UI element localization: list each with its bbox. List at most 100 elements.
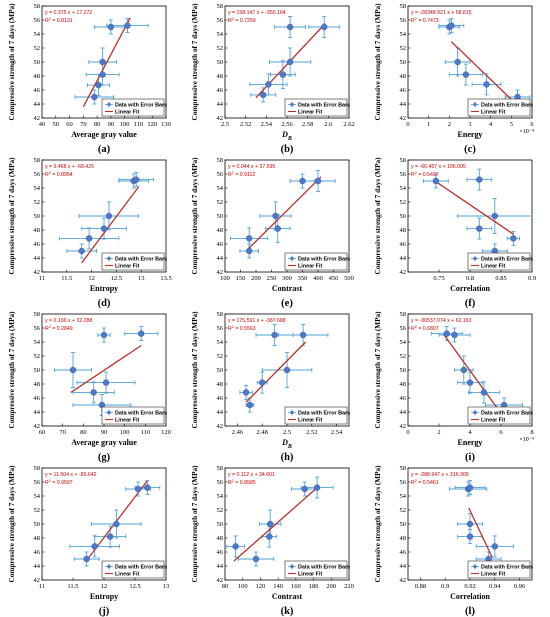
x-tick-label: 12.5 [111,275,122,282]
data-point [266,533,273,540]
x-axis-title: Contrast [272,592,303,601]
x-tick-label: 120 [147,121,157,128]
data-point [476,176,483,183]
x-tick-label: 3 [468,121,471,128]
x-tick-label: 250 [267,275,277,282]
y-tick-label: 56 [217,479,224,486]
y-tick-label: 54 [400,339,407,346]
data-point [90,389,97,396]
data-layer [449,480,514,567]
data-point [466,520,474,528]
data-point [252,555,260,563]
legend-box [284,98,348,117]
legend-point-swatch [107,564,111,569]
x-tick-label: 70 [80,121,87,128]
panel-label: (a) [98,144,111,155]
x-tick-label: 200 [251,275,261,282]
y-axis-title: Compressive strength of 7 days (MPa) [374,465,382,583]
y-tick-label: 44 [400,409,407,416]
y-tick-label: 58 [34,3,41,10]
legend-point-swatch [473,410,477,415]
x-tick-label: 5 [510,121,513,128]
x-tick-label: 300 [282,275,292,282]
x-tick-label: 2.54 [261,121,273,128]
x-tick-label: 12 [88,275,95,282]
data-point [451,331,458,339]
fit-equation: y = 0.112 x + 34.601 [228,472,275,478]
y-tick-label: 44 [34,101,41,108]
data-point [78,247,85,255]
legend-fit-label: Linear Fit [481,571,505,577]
legend-fit-label: Linear Fit [298,109,322,115]
y-axis-title: Compressive strength of 7 days (MPa) [191,465,199,583]
x-tick-label: 140 [273,583,283,590]
legend-box [101,252,165,271]
y-tick-label: 48 [400,381,407,388]
y-tick-label: 56 [34,325,41,332]
y-tick-label: 50 [217,213,224,220]
data-point [274,225,281,232]
data-point [466,379,474,386]
linear-fit-line [233,486,319,562]
data-point [454,58,461,66]
fit-equation: y = 11.504 x + -89.642 [45,472,97,478]
x-tick-label: 220 [344,583,354,590]
data-point [107,23,115,31]
x-axis-title: Average gray value [71,130,137,139]
y-tick-label: 52 [217,353,224,360]
x-tick-label: 2.52 [306,429,317,436]
r-squared: R2 = 0.9597 [45,479,73,486]
fit-equation: y = 175.591 x + -387.688 [228,318,286,324]
y-axis-title: Compressive strength of 7 days (MPa) [374,157,382,275]
y-tick-label: 52 [400,353,407,360]
y-tick-label: 56 [34,171,41,178]
y-tick-label: 48 [217,381,224,388]
x-tick-label: 500 [344,275,354,282]
legend-data-label: Data with Error Bars [481,256,533,262]
data-point [83,555,90,563]
y-tick-label: 50 [34,521,41,528]
panel-label: (d) [98,298,111,309]
r-squared: R2 = 0.5461 [411,479,439,486]
y-axis-title: Compressive strength of 7 days (MPa) [191,311,199,429]
y-tick-label: 52 [217,199,224,206]
fit-equation: y = 0.196 x + 32.288 [45,318,92,324]
legend-data-label: Data with Error Bars [115,256,167,262]
y-tick-label: 44 [400,255,407,262]
x-tick-label: 2.6 [324,121,333,128]
legend-point-swatch [473,564,477,569]
y-tick-label: 56 [217,17,224,24]
y-tick-label: 44 [400,101,407,108]
x-tick-label: 2.56 [281,121,293,128]
data-point [283,366,291,374]
x-tick-label: 13 [163,583,170,590]
y-tick-label: 56 [400,479,407,486]
legend-point-swatch [107,102,111,107]
y-tick-label: 46 [217,241,224,248]
x-tick-label: 0.9 [528,275,536,282]
data-point [99,58,106,66]
x-tick-label: 90 [101,429,108,436]
y-tick-label: 48 [400,227,407,234]
legend-fit-label: Linear Fit [481,263,505,269]
data-point [314,177,322,185]
legend-point-swatch [473,102,477,107]
data-point [242,389,250,396]
legend-box [467,406,531,425]
y-tick-label: 44 [34,409,41,416]
y-tick-label: 42 [217,577,224,584]
y-tick-label: 58 [400,465,407,472]
y-axis-title: Compressive strength of 7 days (MPa) [8,311,16,429]
x-tick-label: 100 [220,275,230,282]
legend-box [101,406,165,425]
y-tick-label: 54 [400,185,407,192]
x-tick-label: 8 [530,429,533,436]
legend-point-swatch [290,102,294,107]
y-tick-label: 52 [400,507,407,514]
y-axis-title: Compressive strength of 7 days (MPa) [374,3,382,121]
x-tick-label: 0.75 [433,275,444,282]
y-tick-label: 54 [217,185,224,192]
